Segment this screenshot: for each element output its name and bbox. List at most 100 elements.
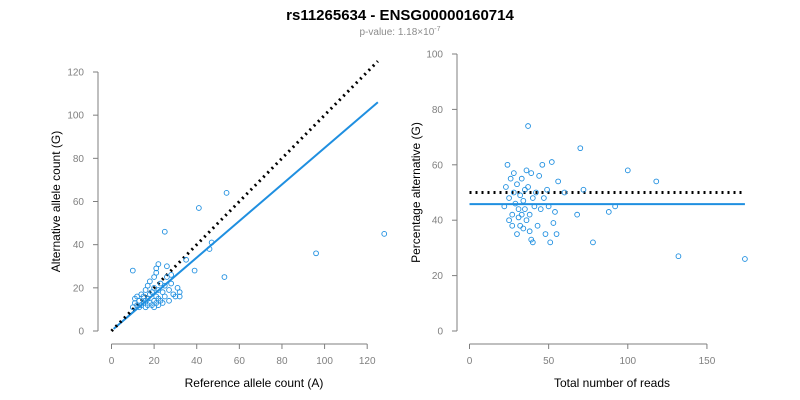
percentage-data-point [518,175,525,182]
percentage-data-point [550,220,557,226]
allele-count-data-point [151,284,157,291]
percentage-data-point [525,184,531,190]
percentage-data-point [503,184,509,190]
allele-count-data-point [161,282,168,289]
allele-count-data-point [164,274,170,280]
allele-count-data-point [196,205,202,211]
allele-count-x-tick-label: 40 [191,356,203,367]
percentage-y-tick-label: 0 [437,327,443,338]
allele-count-data-point [183,256,189,263]
percentage-data-point [605,209,612,215]
percentage-data-point [545,203,552,210]
percentage-data-point [506,217,512,224]
percentage-data-point [514,181,520,188]
allele-count-data-point [159,300,166,306]
percentage-data-point [517,222,524,229]
allele-count-reference-line [110,60,379,333]
percentage-data-point [528,170,535,176]
percentage-x-axis-label: Total number of reads [554,376,670,390]
percentage-y-tick-label: 80 [432,105,444,116]
percentage-data-point [742,256,748,262]
percentage-data-point [504,161,511,168]
allele-count-data-point [206,246,213,252]
percentage-data-point [520,225,527,232]
allele-count-data-point [155,302,162,308]
allele-count-data-point [221,274,228,280]
allele-count-data-point [140,293,147,300]
allele-count-data-point [153,265,160,272]
allele-count-data-point [147,278,153,285]
allele-count-x-tick-label: 60 [234,356,246,367]
allele-count-fit-line [112,101,379,330]
allele-count-x-tick-label: 0 [109,356,115,367]
percentage-data-point [522,186,528,193]
percentage-data-point [509,211,516,218]
allele-count-x-axis-label: Reference allele count (A) [185,376,324,390]
percentage-data-point [523,217,530,224]
percentage-data-point [510,189,517,196]
percentage-data-point [590,239,596,246]
percentage-data-point [501,203,508,210]
allele-count-y-tick-label: 80 [73,154,85,165]
allele-count-data-point [164,263,170,270]
allele-count-data-point [161,228,168,235]
allele-count-data-point [174,284,181,291]
allele-count-data-point [155,287,162,293]
percentage-y-tick-label: 20 [432,271,444,282]
percentage-data-point [515,206,522,212]
percentage-data-point [533,189,539,196]
percentage-data-point [531,203,538,210]
allele-count-data-point [149,289,155,296]
allele-count-y-tick-label: 120 [67,68,84,79]
p-value-text: p-value: 1.18×10 [359,27,434,38]
allele-count-data-point [168,272,175,278]
percentage-data-point [541,195,547,201]
allele-count-y-tick-label: 0 [78,327,84,338]
percentage-data-point [534,222,541,229]
percentage-y-tick-label: 60 [432,160,444,171]
allele-count-x-tick-label: 80 [276,356,288,367]
percentage-data-point [506,195,512,201]
percentage-data-point [525,123,531,129]
allele-count-x-tick-label: 100 [316,356,333,367]
percentage-data-point [536,173,542,179]
p-value-exponent: -7 [434,26,440,33]
allele-count-y-axis-label: Alternative allele count (G) [49,131,63,272]
allele-count-x-tick-label: 20 [149,356,161,367]
percentage-data-point [529,239,536,246]
percentage-data-point [653,178,660,185]
percentage-data-point [526,228,533,235]
percentage-data-point [526,211,533,218]
allele-count-data-point [208,239,215,246]
percentage-data-point [514,231,520,237]
percentage-x-tick-label: 50 [543,356,555,367]
percentage-x-tick-label: 0 [467,356,473,367]
percentage-data-point [612,203,618,210]
percentage-data-point [529,195,536,201]
percentage-data-point [512,200,519,207]
percentage-alternative-scatter-panel: 0 50 100 150 0 20 40 60 80 100 Total number of rea… [409,50,748,390]
percentage-data-point [544,186,550,193]
percentage-y-tick-label: 100 [426,50,443,61]
percentage-data-point [561,189,568,196]
allele-count-data-point [144,295,151,302]
percentage-data-point [547,239,554,246]
percentage-y-axis-label: Percentage alternative (G) [409,122,423,263]
percentage-data-point [553,231,560,237]
percentage-data-point [522,206,528,212]
percentage-data-point [520,197,527,204]
allele-count-data-point [223,190,230,196]
percentage-data-point [507,175,514,182]
allele-count-data-point [381,231,388,237]
allele-count-data-point [176,293,183,300]
figure-title: rs11265634 - ENSG00000160714 [286,7,514,24]
allele-count-data-point [172,293,179,300]
allele-count-data-point [161,293,168,300]
allele-count-data-point [151,274,157,280]
percentage-data-point [509,222,516,229]
percentage-data-point [675,253,682,260]
percentage-data-point [548,159,555,165]
allele-count-data-point [166,297,172,304]
percentage-data-point [518,211,525,218]
